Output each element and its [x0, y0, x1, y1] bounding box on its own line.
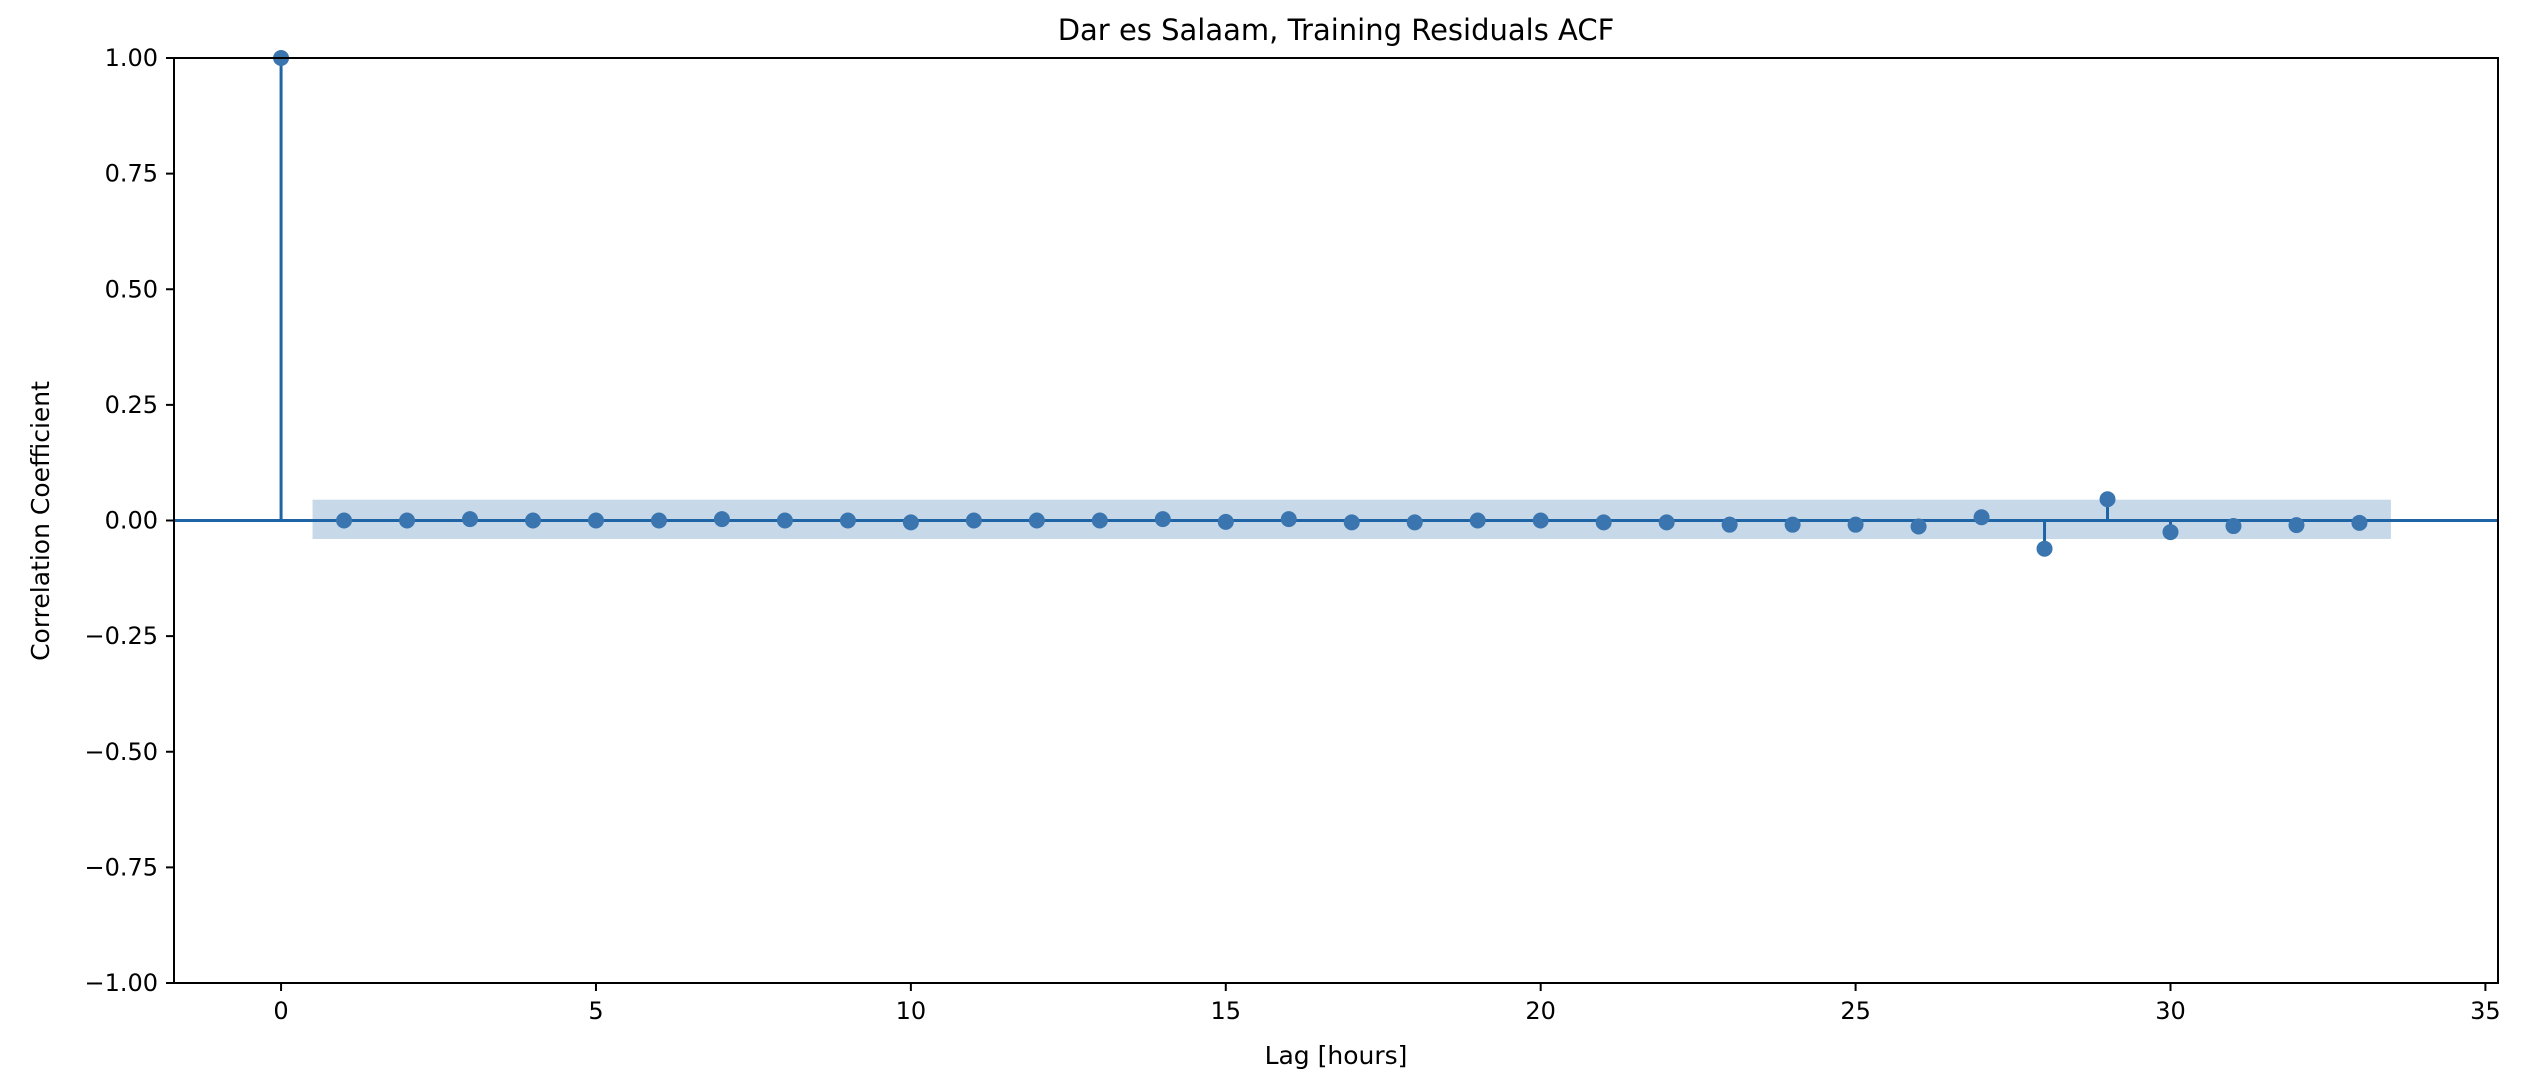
acf-point — [1217, 513, 1234, 530]
acf-point — [2162, 524, 2179, 541]
acf-point — [1154, 511, 1171, 528]
acf-point — [965, 512, 982, 529]
y-tick-label: −0.75 — [84, 853, 158, 881]
acf-point — [902, 514, 919, 531]
acf-point — [2225, 518, 2242, 535]
acf-point — [713, 511, 730, 528]
x-tick-label: 15 — [1211, 997, 1242, 1025]
x-axis-label: Lag [hours] — [1265, 1041, 1408, 1070]
y-tick-label: 0.75 — [105, 160, 158, 188]
acf-point — [839, 512, 856, 529]
acf-point — [2351, 514, 2368, 531]
acf-point — [1469, 512, 1486, 529]
x-tick-label: 0 — [273, 997, 288, 1025]
acf-point — [587, 512, 604, 529]
acf-point — [1532, 512, 1549, 529]
x-tick-label: 35 — [2470, 997, 2501, 1025]
acf-point — [1721, 516, 1738, 533]
acf-point — [1973, 509, 1990, 526]
acf-point — [1595, 514, 1612, 531]
y-tick-label: −0.25 — [84, 622, 158, 650]
x-tick-label: 5 — [588, 997, 603, 1025]
acf-point — [1091, 512, 1108, 529]
acf-point — [1280, 511, 1297, 528]
acf-point — [776, 512, 793, 529]
acf-point — [1028, 512, 1045, 529]
acf-point — [1343, 514, 1360, 531]
acf-point — [1910, 518, 1927, 535]
acf-point — [2036, 540, 2053, 557]
acf-point — [2099, 491, 2116, 508]
acf-point — [650, 512, 667, 529]
y-tick-label: 1.00 — [105, 44, 158, 72]
y-tick-label: −1.00 — [84, 969, 158, 997]
y-tick-label: 0.25 — [105, 391, 158, 419]
acf-point — [336, 512, 353, 529]
y-tick-label: −0.50 — [84, 738, 158, 766]
acf-point — [1847, 516, 1864, 533]
x-tick-label: 25 — [1840, 997, 1871, 1025]
acf-point — [1784, 516, 1801, 533]
chart-title: Dar es Salaam, Training Residuals ACF — [1058, 13, 1615, 47]
y-tick-label: 0.00 — [105, 507, 158, 535]
acf-point — [524, 512, 541, 529]
acf-point — [1658, 514, 1675, 531]
acf-point — [399, 512, 416, 529]
acf-point — [462, 511, 479, 528]
x-tick-label: 10 — [896, 997, 927, 1025]
y-axis-label: Correlation Coefficient — [26, 381, 55, 661]
plot-area: 0 5 10 15 20 25 30 35 −1.00 −0.75 −0.50 −0.25 0.00 0.… — [84, 44, 2500, 1025]
x-tick-label: 20 — [1525, 997, 1556, 1025]
acf-point — [2288, 517, 2305, 534]
y-tick-label: 0.50 — [105, 275, 158, 303]
acf-point — [1406, 514, 1423, 531]
x-tick-label: 30 — [2155, 997, 2186, 1025]
